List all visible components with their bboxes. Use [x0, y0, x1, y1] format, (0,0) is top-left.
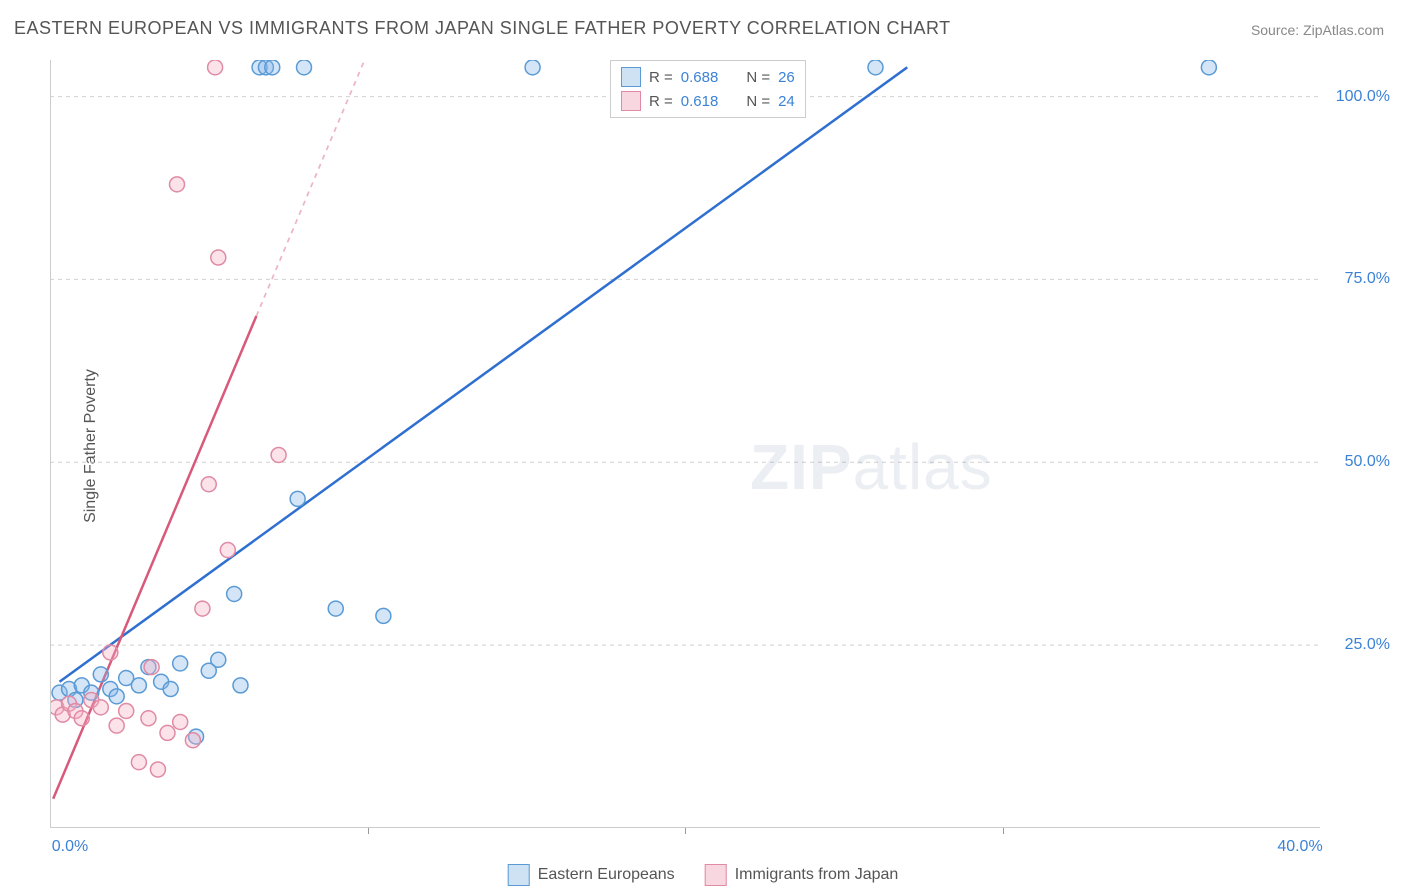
- legend-n-value: 24: [778, 93, 795, 110]
- legend-swatch: [621, 67, 641, 87]
- legend-series-name: Eastern Europeans: [538, 866, 675, 884]
- y-tick-label: 75.0%: [1345, 270, 1390, 288]
- y-tick-label: 100.0%: [1336, 88, 1390, 106]
- legend-series-name: Immigrants from Japan: [735, 866, 899, 884]
- legend-row: R = 0.618 N = 24: [621, 89, 795, 113]
- y-tick-label: 50.0%: [1345, 453, 1390, 471]
- chart-title: EASTERN EUROPEAN VS IMMIGRANTS FROM JAPA…: [14, 18, 951, 39]
- legend-n-label: N =: [746, 69, 770, 86]
- chart-area: 25.0%50.0%75.0%100.0% 0.0%40.0% ZIPatlas…: [50, 60, 1320, 828]
- scatter-plot: [50, 60, 1320, 828]
- legend-correlation: R = 0.688 N = 26 R = 0.618 N = 24: [610, 60, 806, 118]
- legend-series-item: Immigrants from Japan: [705, 864, 899, 886]
- legend-n-label: N =: [746, 93, 770, 110]
- x-tick-label: 40.0%: [1277, 838, 1322, 856]
- legend-swatch: [621, 91, 641, 111]
- legend-r-label: R =: [649, 93, 673, 110]
- y-tick-label: 25.0%: [1345, 636, 1390, 654]
- legend-series: Eastern Europeans Immigrants from Japan: [508, 864, 899, 886]
- x-tick: [1003, 828, 1004, 834]
- source-label: Source: ZipAtlas.com: [1251, 22, 1384, 38]
- legend-swatch: [705, 864, 727, 886]
- x-axis-line: [50, 827, 1320, 828]
- legend-swatch: [508, 864, 530, 886]
- legend-row: R = 0.688 N = 26: [621, 65, 795, 89]
- legend-r-value: 0.688: [681, 69, 719, 86]
- x-tick-label: 0.0%: [52, 838, 88, 856]
- legend-series-item: Eastern Europeans: [508, 864, 675, 886]
- legend-n-value: 26: [778, 69, 795, 86]
- x-tick: [368, 828, 369, 834]
- x-tick: [685, 828, 686, 834]
- legend-r-label: R =: [649, 69, 673, 86]
- y-axis-line: [50, 60, 51, 828]
- legend-r-value: 0.618: [681, 93, 719, 110]
